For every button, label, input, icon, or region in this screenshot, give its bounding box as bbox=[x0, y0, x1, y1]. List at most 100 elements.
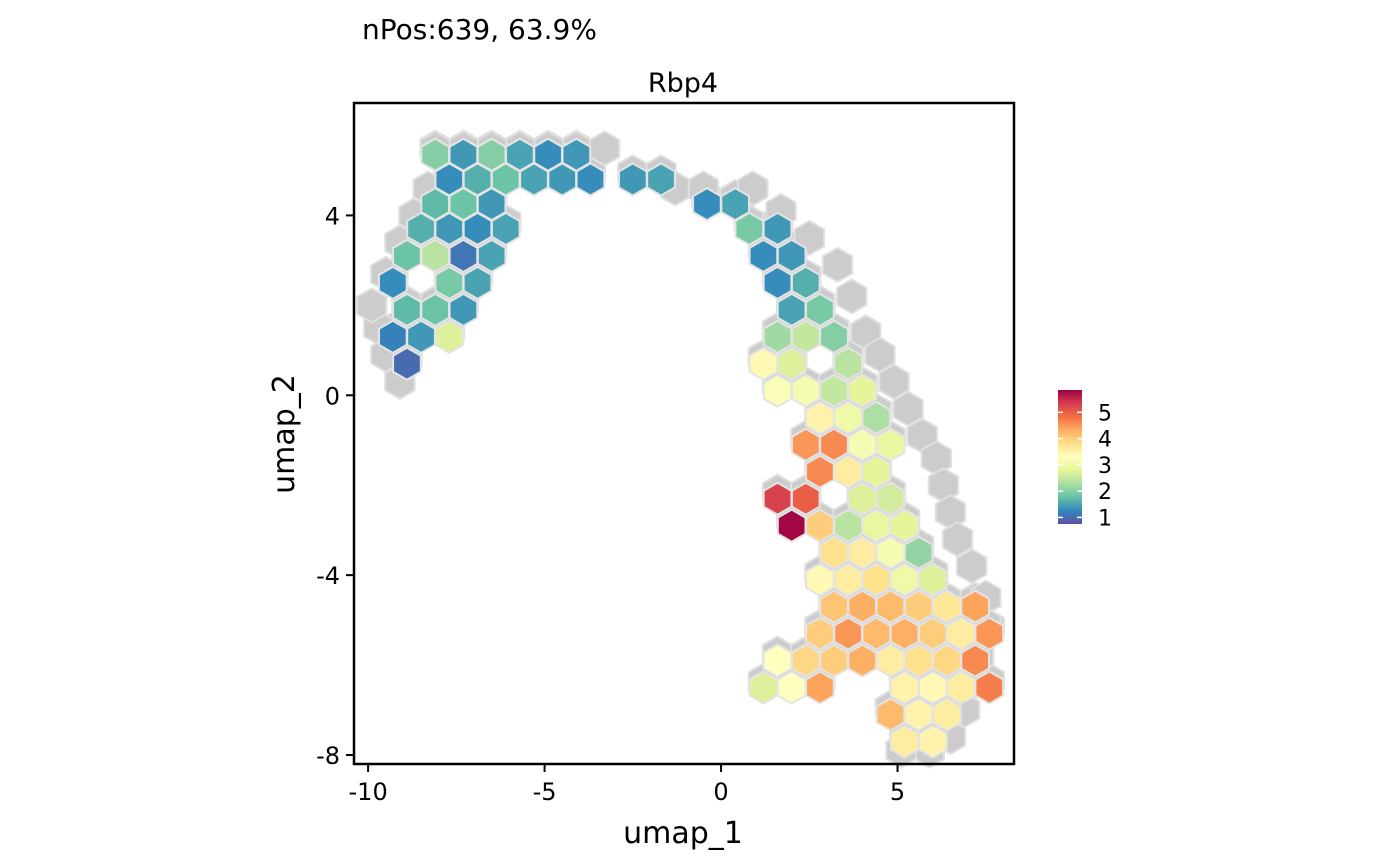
data-hex bbox=[805, 400, 835, 435]
data-hex bbox=[377, 319, 408, 354]
data-hex bbox=[903, 589, 934, 624]
plot-border bbox=[352, 101, 1016, 766]
x-tick-label: 0 bbox=[713, 778, 728, 806]
data-hex bbox=[847, 589, 878, 624]
data-hex bbox=[805, 508, 835, 543]
data-hex bbox=[819, 319, 849, 354]
data-hex bbox=[420, 292, 451, 327]
data-hex bbox=[946, 616, 976, 651]
data-hex bbox=[960, 643, 991, 678]
data-hex bbox=[917, 562, 948, 597]
data-hex bbox=[547, 162, 578, 197]
legend-tick-label: 5 bbox=[1098, 401, 1112, 426]
data-hex bbox=[776, 346, 807, 381]
data-hex bbox=[462, 265, 493, 301]
na-hex bbox=[588, 130, 621, 167]
data-hex bbox=[974, 670, 1005, 705]
data-hex bbox=[833, 346, 863, 381]
y-tick-label: -4 bbox=[316, 562, 340, 590]
data-hex bbox=[875, 589, 906, 624]
data-hex bbox=[861, 400, 892, 435]
data-hex bbox=[974, 616, 1005, 651]
data-hex bbox=[833, 400, 863, 435]
na-hex bbox=[835, 278, 868, 315]
data-hex bbox=[889, 670, 920, 705]
data-hex bbox=[790, 373, 821, 408]
data-hex bbox=[790, 427, 821, 462]
data-hex bbox=[946, 670, 976, 705]
data-hex bbox=[917, 616, 948, 651]
data-hex bbox=[875, 535, 906, 570]
data-hex bbox=[847, 643, 878, 678]
x-axis-title: umap_1 bbox=[623, 816, 743, 851]
data-hex bbox=[434, 319, 465, 354]
data-hex bbox=[875, 697, 906, 732]
na-hex bbox=[821, 246, 854, 284]
data-hex bbox=[406, 319, 436, 354]
data-hex bbox=[392, 238, 422, 274]
data-hex bbox=[932, 643, 962, 678]
na-hex bbox=[355, 287, 388, 324]
data-hex bbox=[805, 616, 835, 651]
data-hex bbox=[889, 616, 920, 651]
data-hex bbox=[903, 697, 934, 732]
data-hex bbox=[819, 643, 849, 678]
data-hex bbox=[819, 589, 849, 624]
data-hex bbox=[833, 508, 863, 543]
legend-tick-label: 4 bbox=[1098, 428, 1112, 453]
data-hex bbox=[748, 238, 779, 274]
data-hex bbox=[762, 481, 793, 516]
data-hex bbox=[889, 562, 920, 597]
data-hex bbox=[861, 454, 892, 489]
y-tick-label: 4 bbox=[325, 202, 340, 230]
data-hex bbox=[805, 292, 835, 327]
data-hex bbox=[819, 427, 849, 462]
x-tick-label: 5 bbox=[890, 778, 905, 806]
chart-subtitle: nPos:639, 63.9% bbox=[362, 13, 597, 46]
data-hex bbox=[932, 697, 962, 732]
data-hex bbox=[875, 427, 906, 462]
data-hex bbox=[762, 643, 793, 678]
legend-colorbar bbox=[1058, 390, 1082, 524]
data-hex bbox=[377, 265, 408, 301]
data-hex bbox=[790, 643, 821, 678]
data-hex bbox=[932, 589, 962, 624]
data-hex bbox=[889, 724, 920, 759]
data-hex bbox=[434, 265, 465, 301]
y-axis-title: umap_2 bbox=[267, 374, 302, 494]
data-hex bbox=[861, 562, 892, 597]
data-hex bbox=[861, 508, 892, 543]
data-hex bbox=[917, 724, 948, 759]
x-axis: -10 -5 0 5 bbox=[349, 764, 905, 806]
data-hex bbox=[776, 508, 807, 543]
data-hex bbox=[875, 481, 906, 516]
data-hex bbox=[847, 427, 878, 462]
data-hex bbox=[692, 187, 722, 222]
plot-area bbox=[352, 101, 1016, 769]
data-hex bbox=[805, 454, 835, 489]
data-hex bbox=[889, 508, 920, 543]
data-hex bbox=[519, 162, 549, 197]
data-hex bbox=[847, 535, 878, 570]
na-hex bbox=[955, 547, 988, 585]
data-hex bbox=[748, 670, 779, 705]
data-hex bbox=[861, 616, 892, 651]
data-hex bbox=[833, 562, 863, 597]
data-hex bbox=[762, 265, 793, 301]
data-hex bbox=[790, 481, 821, 516]
data-hex bbox=[903, 643, 934, 678]
y-tick-label: 0 bbox=[325, 382, 340, 410]
data-hex bbox=[490, 211, 521, 247]
data-hex bbox=[762, 373, 793, 408]
data-hex bbox=[734, 211, 765, 247]
data-hex bbox=[776, 292, 807, 327]
data-hex bbox=[762, 319, 793, 354]
y-tick-label: -8 bbox=[316, 742, 340, 770]
data-hex bbox=[805, 670, 835, 705]
data-hex bbox=[960, 589, 991, 624]
legend-tick-label: 2 bbox=[1098, 480, 1112, 505]
data-hex bbox=[420, 238, 451, 274]
